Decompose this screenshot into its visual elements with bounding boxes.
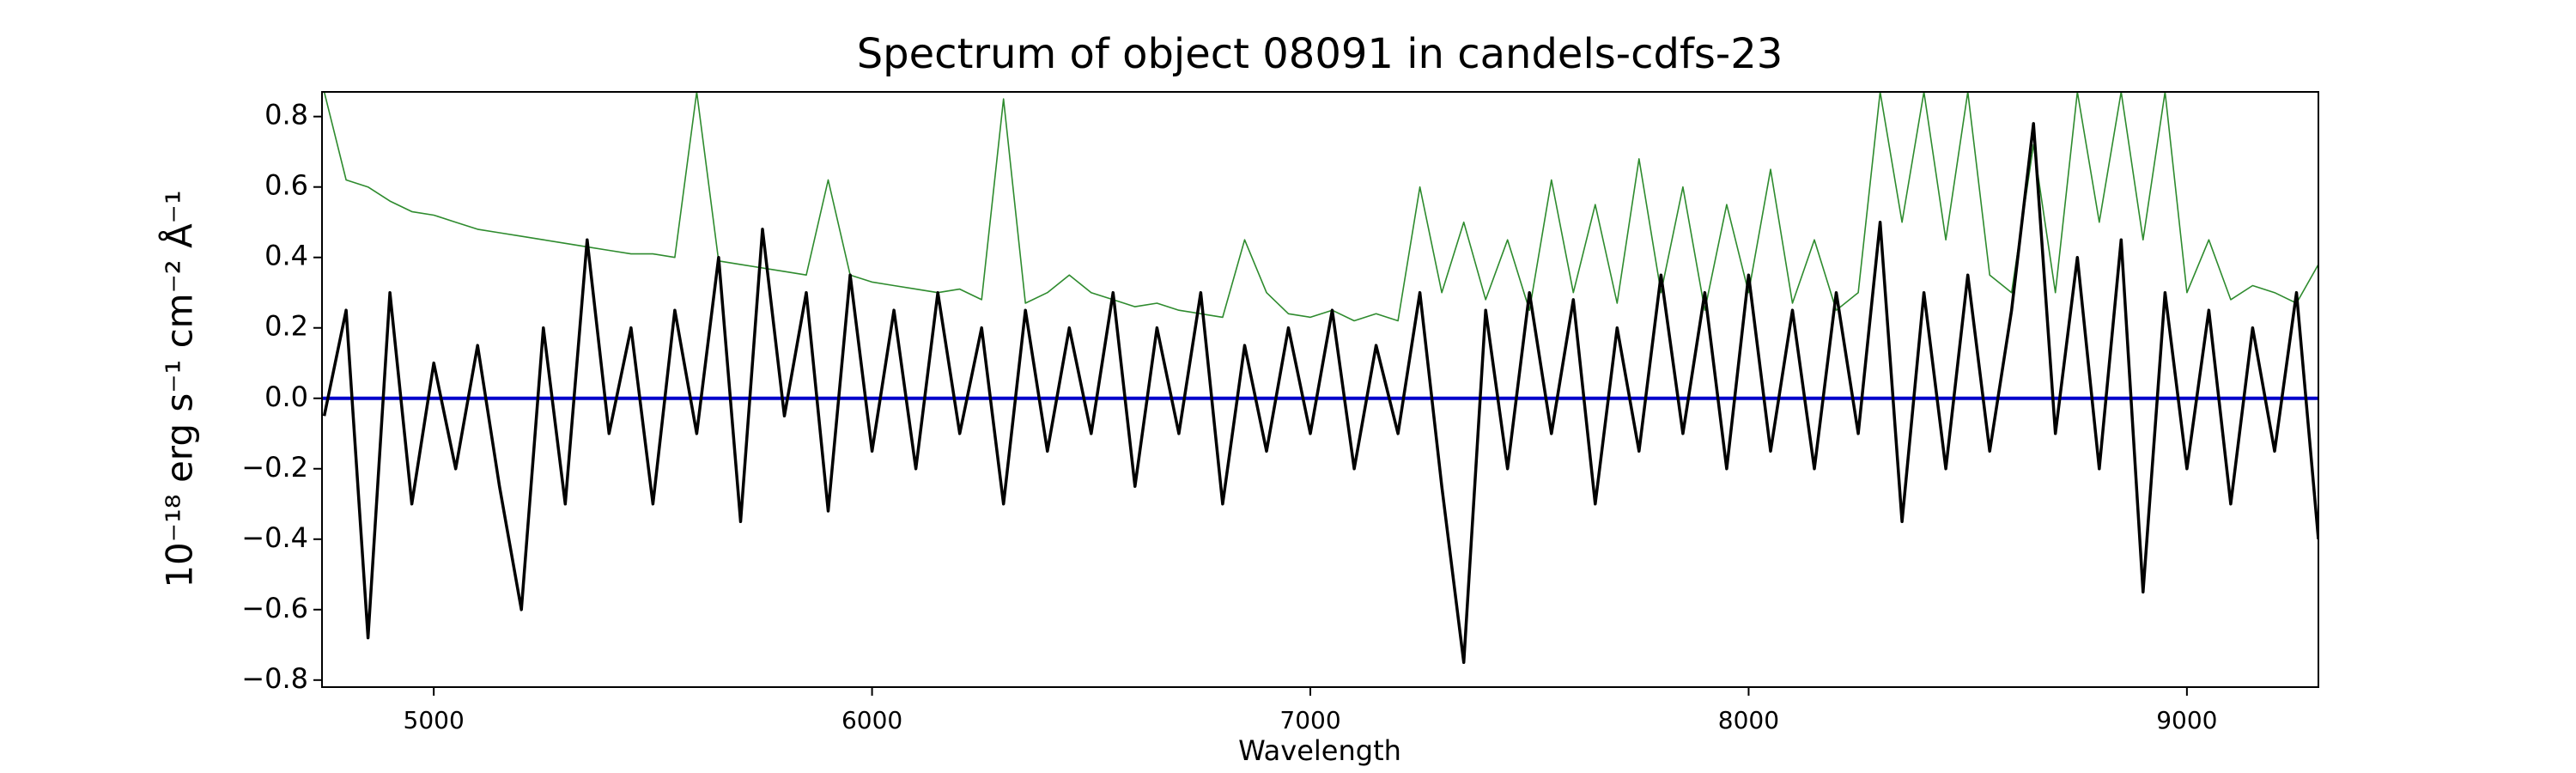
spectrum-line bbox=[323, 92, 2318, 322]
y-axis-label: 10⁻¹⁸ erg s⁻¹ cm⁻² Å⁻¹ bbox=[158, 190, 201, 587]
y-tick-label: −0.8 bbox=[241, 662, 308, 695]
plot-area bbox=[322, 92, 2318, 665]
plot-frame bbox=[321, 91, 2319, 688]
x-tick-label: 7000 bbox=[1279, 706, 1340, 734]
chart-title: Spectrum of object 08091 in candels-cdfs… bbox=[857, 30, 1783, 78]
y-tick-label: −0.6 bbox=[241, 592, 308, 624]
y-tick-label: −0.4 bbox=[241, 521, 308, 554]
x-tick-label: 6000 bbox=[841, 706, 902, 734]
y-tick-label: 0.8 bbox=[264, 99, 308, 131]
y-tick-label: 0.0 bbox=[264, 380, 308, 413]
y-tick-label: −0.2 bbox=[241, 451, 308, 484]
y-tick-label: 0.2 bbox=[264, 310, 308, 343]
x-tick-label: 8000 bbox=[1718, 706, 1779, 734]
spectrum-line bbox=[322, 122, 2318, 665]
x-tick-label: 5000 bbox=[404, 706, 465, 734]
x-axis-label: Wavelength bbox=[1238, 734, 1401, 767]
x-tick-label: 9000 bbox=[2156, 706, 2217, 734]
y-tick-label: 0.4 bbox=[264, 240, 308, 272]
y-tick-label: 0.6 bbox=[264, 169, 308, 202]
